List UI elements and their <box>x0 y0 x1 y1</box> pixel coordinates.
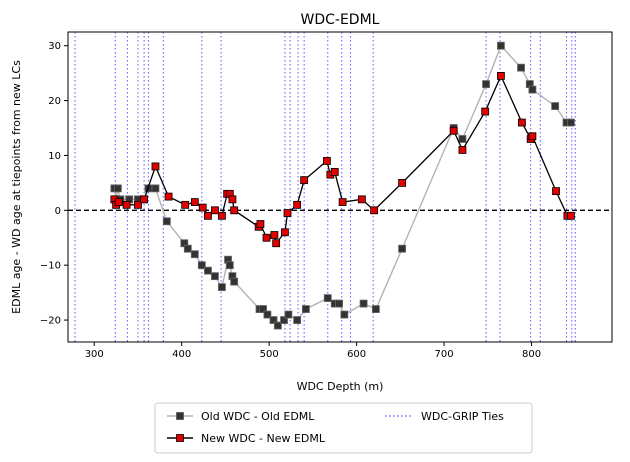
new-point <box>322 157 331 165</box>
new-point <box>272 239 281 248</box>
old-point <box>280 316 288 324</box>
new-point <box>552 187 560 196</box>
old-point <box>340 310 349 319</box>
old-point <box>113 184 122 193</box>
new-point <box>481 107 490 116</box>
y-tick-label: −20 <box>40 316 61 327</box>
old-point <box>151 184 160 193</box>
new-point <box>122 200 131 209</box>
new-point <box>262 233 271 242</box>
new-point <box>458 146 467 154</box>
x-tick-label: 300 <box>85 349 104 360</box>
old-point <box>211 272 219 281</box>
old-point <box>259 305 267 313</box>
plot-area: 300 400 500 600 700 800 −20 −10 0 10 20 30 <box>40 31 613 360</box>
y-tick-label: 20 <box>48 96 61 107</box>
old-point <box>225 261 234 270</box>
new-point <box>300 176 309 185</box>
y-tick-label: 10 <box>48 151 61 162</box>
new-point <box>283 209 292 217</box>
old-point <box>274 321 282 330</box>
new-point <box>293 200 302 209</box>
old-point <box>230 277 239 286</box>
x-tick-label: 700 <box>435 349 454 360</box>
new-point <box>164 192 173 201</box>
x-tick-label: 600 <box>347 349 366 360</box>
new-point <box>140 195 148 204</box>
y-axis-label: EDML age - WD age at tiepoints from new … <box>10 60 23 314</box>
old-point <box>359 299 368 308</box>
new-point <box>357 195 366 204</box>
old-point <box>190 250 199 259</box>
new-point <box>330 168 339 176</box>
old-point <box>197 261 206 270</box>
new-point <box>528 132 537 141</box>
legend-frame <box>154 402 533 454</box>
x-tick-label: 400 <box>172 349 191 360</box>
new-point <box>218 211 226 220</box>
new-point <box>151 162 160 171</box>
legend-new-label: New WDC - New EDML <box>201 432 326 445</box>
legend-new-marker <box>176 434 184 442</box>
chart-title: WDC-EDML <box>301 12 380 28</box>
old-point <box>335 299 344 308</box>
y-tick-label: 30 <box>48 41 61 52</box>
new-point <box>398 178 406 187</box>
old-point <box>517 63 525 72</box>
new-point <box>281 228 289 237</box>
old-point <box>398 244 406 253</box>
old-point <box>528 85 537 94</box>
legend-item-old: Old WDC - Old EDML <box>167 410 315 423</box>
new-point <box>566 211 575 220</box>
new-point <box>228 195 237 204</box>
new-point <box>270 231 279 239</box>
new-point <box>518 118 526 127</box>
old-point <box>162 217 171 226</box>
x-tick-label: 500 <box>260 349 279 360</box>
legend-old-label: Old WDC - Old EDML <box>201 410 315 423</box>
old-point <box>183 244 192 253</box>
new-point <box>181 200 190 209</box>
old-point <box>263 310 272 319</box>
old-point <box>301 305 310 313</box>
legend: Old WDC - Old EDML New WDC - New EDML WD… <box>154 402 533 454</box>
legend-item-ties: WDC-GRIP Ties <box>385 410 504 423</box>
new-point <box>134 200 142 209</box>
legend-old-marker <box>176 412 184 420</box>
old-point <box>204 266 212 275</box>
old-point <box>293 316 302 324</box>
plot-inner <box>68 32 612 342</box>
y-tick-label: 0 <box>55 206 61 217</box>
legend-item-new: New WDC - New EDML <box>167 432 326 445</box>
old-point <box>482 80 490 89</box>
new-point <box>114 198 123 206</box>
x-tick-label: 800 <box>522 349 541 360</box>
old-point <box>458 135 467 143</box>
y-tick-label: −10 <box>40 261 61 272</box>
old-point <box>371 305 380 313</box>
old-point <box>551 102 560 110</box>
old-point <box>269 316 278 324</box>
new-point <box>190 198 199 206</box>
old-series-line <box>113 44 571 327</box>
new-series-line <box>113 74 571 245</box>
old-point <box>566 118 575 127</box>
new-point <box>230 206 239 215</box>
x-axis-label: WDC Depth (m) <box>297 380 384 393</box>
old-point <box>218 283 226 292</box>
legend-ties-label: WDC-GRIP Ties <box>421 410 504 423</box>
new-point <box>198 203 207 212</box>
old-point <box>323 294 332 303</box>
new-point <box>338 198 347 206</box>
new-point <box>370 206 379 215</box>
new-point <box>204 211 212 220</box>
old-point <box>284 310 293 319</box>
new-point <box>211 206 219 215</box>
old-point <box>497 41 505 50</box>
new-point <box>256 220 265 228</box>
plot-frame <box>67 31 613 343</box>
new-point <box>449 126 458 135</box>
new-point <box>497 71 505 80</box>
